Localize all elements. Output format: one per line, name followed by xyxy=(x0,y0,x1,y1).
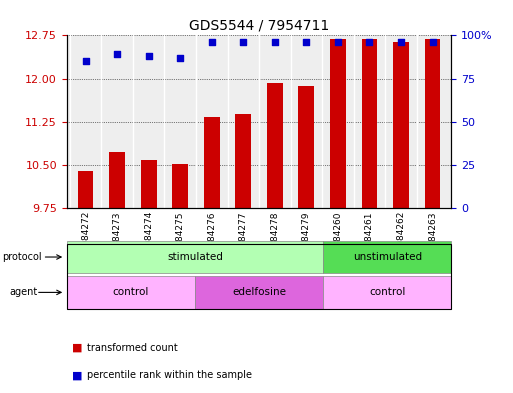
Text: protocol: protocol xyxy=(3,252,42,262)
Bar xyxy=(393,42,409,208)
Point xyxy=(82,58,90,64)
Title: GDS5544 / 7954711: GDS5544 / 7954711 xyxy=(189,19,329,33)
Point xyxy=(397,39,405,46)
Bar xyxy=(204,117,220,208)
Text: agent: agent xyxy=(9,287,37,298)
Bar xyxy=(425,39,440,208)
Text: control: control xyxy=(113,287,149,298)
Text: ■: ■ xyxy=(72,343,82,353)
Bar xyxy=(299,86,314,208)
Bar xyxy=(172,164,188,208)
Point xyxy=(271,39,279,46)
Bar xyxy=(267,83,283,208)
Point xyxy=(176,55,184,61)
Bar xyxy=(78,171,93,208)
Text: ■: ■ xyxy=(72,370,82,380)
Text: control: control xyxy=(369,287,405,298)
Point xyxy=(145,53,153,59)
Point xyxy=(365,39,373,46)
Bar xyxy=(330,39,346,208)
Bar xyxy=(235,114,251,208)
Bar xyxy=(141,160,156,208)
Point xyxy=(113,51,121,57)
Text: edelfosine: edelfosine xyxy=(232,287,286,298)
Point xyxy=(302,39,310,46)
Text: unstimulated: unstimulated xyxy=(353,252,422,262)
Text: transformed count: transformed count xyxy=(87,343,178,353)
Point xyxy=(208,39,216,46)
Bar xyxy=(362,39,378,208)
Bar xyxy=(109,152,125,208)
Point xyxy=(428,39,437,46)
Text: percentile rank within the sample: percentile rank within the sample xyxy=(87,370,252,380)
Point xyxy=(334,39,342,46)
Text: stimulated: stimulated xyxy=(167,252,223,262)
Point xyxy=(239,39,247,46)
